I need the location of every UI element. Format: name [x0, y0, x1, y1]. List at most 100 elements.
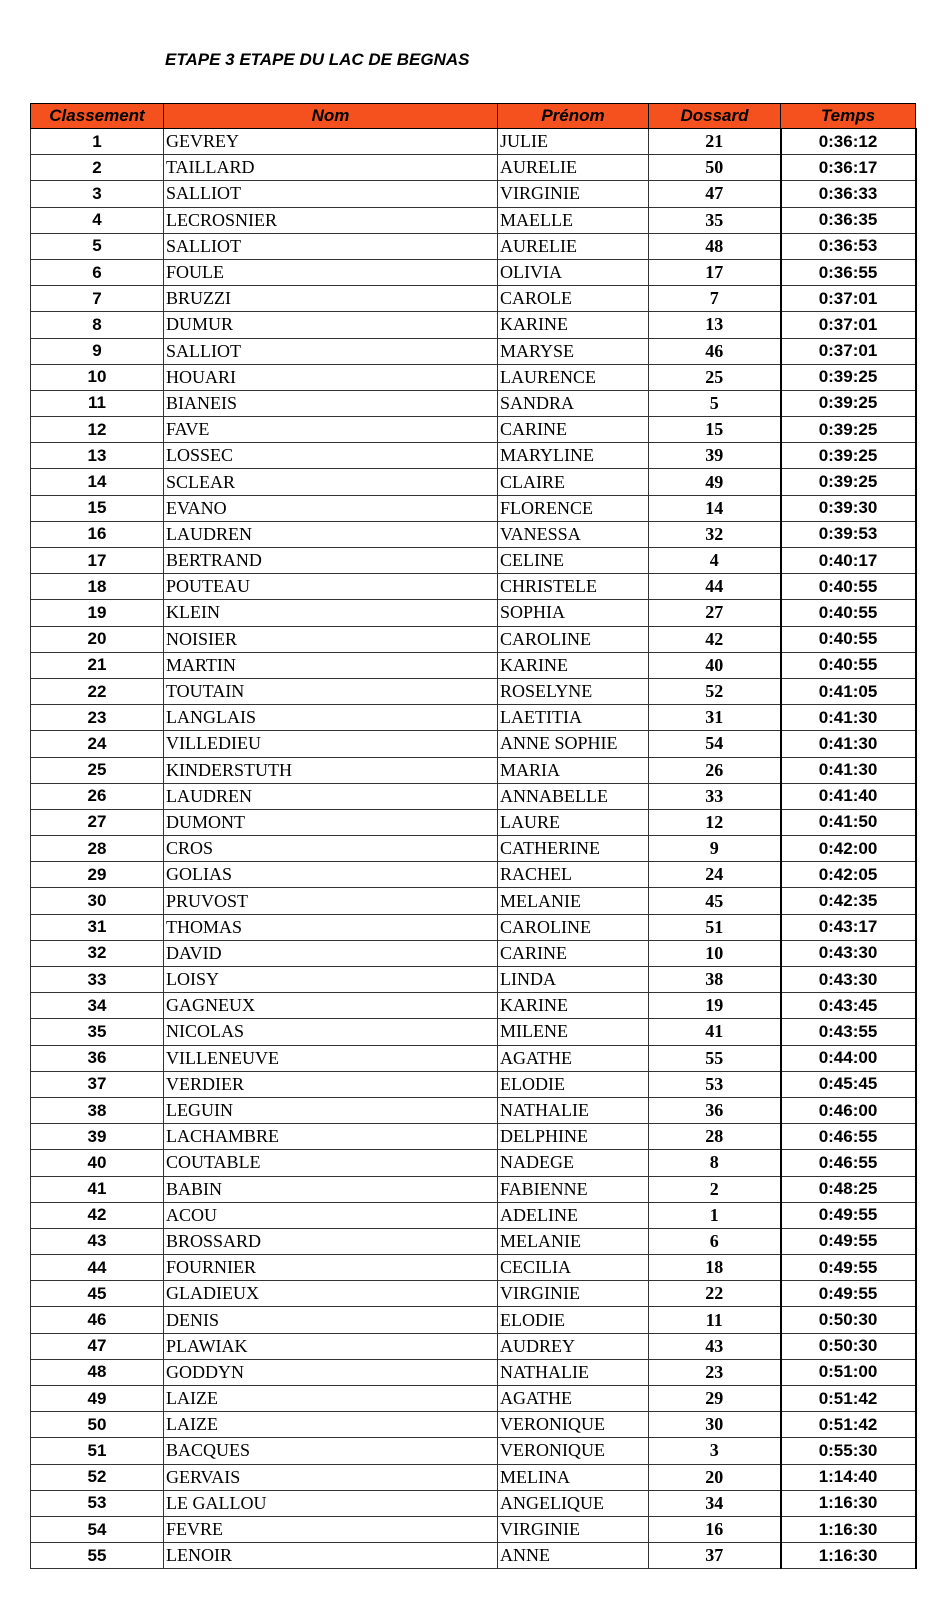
last-name-cell: SCLEAR [163, 468, 498, 496]
first-name-cell: CAROLINE [497, 913, 649, 941]
bib-cell: 5 [648, 389, 781, 418]
result-row: 36 VILLENEUVE AGATHE 55 0:44:00 [30, 1044, 917, 1072]
first-name-cell: LAETITIA [497, 704, 649, 732]
time-cell: 0:46:55 [779, 1123, 917, 1151]
last-name-cell: DAVID [163, 939, 498, 968]
last-name-cell: DUMUR [163, 311, 498, 339]
last-name-cell: DUMONT [163, 808, 498, 837]
time-cell: 0:43:30 [779, 939, 917, 968]
last-name-cell: POUTEAU [163, 573, 498, 601]
first-name-cell: LAURENCE [497, 363, 649, 391]
rank-cell: 39 [30, 1123, 164, 1151]
last-name-cell: GAGNEUX [163, 992, 498, 1020]
time-cell: 0:49:55 [779, 1201, 917, 1229]
time-cell: 0:39:25 [779, 363, 917, 391]
result-row: 26 LAUDREN ANNABELLE 33 0:41:40 [30, 782, 917, 810]
result-row: 22 TOUTAIN ROSELYNE 52 0:41:05 [30, 677, 917, 706]
result-row: 4 LECROSNIER MAELLE 35 0:36:35 [30, 206, 917, 234]
time-cell: 0:39:53 [779, 520, 917, 549]
bib-cell: 26 [648, 756, 781, 784]
rank-cell: 41 [30, 1175, 164, 1203]
first-name-cell: AURELIE [497, 154, 649, 182]
bib-cell: 2 [648, 1175, 781, 1203]
first-name-cell: KARINE [497, 651, 649, 679]
rank-cell: 13 [30, 442, 164, 470]
last-name-cell: SALLIOT [163, 337, 498, 365]
first-name-cell: MELINA [497, 1463, 649, 1491]
time-cell: 0:41:40 [779, 782, 917, 810]
bib-cell: 25 [648, 363, 781, 391]
first-name-cell: AGATHE [497, 1044, 649, 1072]
rank-cell: 1 [30, 127, 164, 156]
bib-cell: 3 [648, 1437, 781, 1465]
result-row: 48 GODDYN NATHALIE 23 0:51:00 [30, 1358, 917, 1387]
result-row: 2 TAILLARD AURELIE 50 0:36:17 [30, 154, 917, 182]
first-name-cell: FLORENCE [497, 494, 649, 522]
last-name-cell: GODDYN [163, 1358, 498, 1387]
time-cell: 0:41:30 [779, 756, 917, 784]
result-row: 33 LOISY LINDA 38 0:43:30 [30, 965, 917, 994]
first-name-cell: CELINE [497, 546, 649, 575]
column-header: Nom [163, 103, 498, 129]
bib-cell: 22 [648, 1280, 781, 1308]
last-name-cell: PRUVOST [163, 887, 498, 915]
bib-cell: 28 [648, 1123, 781, 1151]
bib-cell: 49 [648, 468, 781, 496]
result-row: 41 BABIN FABIENNE 2 0:48:25 [30, 1175, 917, 1203]
rank-cell: 55 [30, 1542, 164, 1570]
result-row: 7 BRUZZI CAROLE 7 0:37:01 [30, 285, 917, 313]
result-row: 6 FOULE OLIVIA 17 0:36:55 [30, 258, 917, 287]
result-row: 52 GERVAIS MELINA 20 1:14:40 [30, 1463, 917, 1491]
column-header: Prénom [497, 103, 649, 129]
result-row: 27 DUMONT LAURE 12 0:41:50 [30, 808, 917, 837]
rank-cell: 42 [30, 1201, 164, 1229]
time-cell: 0:40:55 [779, 573, 917, 601]
bib-cell: 37 [648, 1542, 781, 1570]
last-name-cell: NICOLAS [163, 1018, 498, 1046]
last-name-cell: DENIS [163, 1306, 498, 1334]
result-row: 47 PLAWIAK AUDREY 43 0:50:30 [30, 1332, 917, 1360]
bib-cell: 7 [648, 285, 781, 313]
time-cell: 1:14:40 [779, 1463, 917, 1491]
last-name-cell: EVANO [163, 494, 498, 522]
result-row: 3 SALLIOT VIRGINIE 47 0:36:33 [30, 180, 917, 208]
rank-cell: 35 [30, 1018, 164, 1046]
last-name-cell: PLAWIAK [163, 1332, 498, 1360]
time-cell: 0:39:30 [779, 494, 917, 522]
bib-cell: 29 [648, 1384, 781, 1413]
first-name-cell: LINDA [497, 965, 649, 994]
last-name-cell: HOUARI [163, 363, 498, 391]
bib-cell: 47 [648, 180, 781, 208]
first-name-cell: KARINE [497, 311, 649, 339]
first-name-cell: VERONIQUE [497, 1411, 649, 1439]
first-name-cell: ROSELYNE [497, 677, 649, 706]
time-cell: 0:42:05 [779, 861, 917, 889]
time-cell: 0:36:17 [779, 154, 917, 182]
result-row: 5 SALLIOT AURELIE 48 0:36:53 [30, 232, 917, 260]
time-cell: 0:46:55 [779, 1149, 917, 1177]
time-cell: 0:36:35 [779, 206, 917, 234]
result-row: 53 LE GALLOU ANGELIQUE 34 1:16:30 [30, 1489, 917, 1517]
last-name-cell: COUTABLE [163, 1149, 498, 1177]
time-cell: 0:41:30 [779, 704, 917, 732]
last-name-cell: GOLIAS [163, 861, 498, 889]
bib-cell: 53 [648, 1070, 781, 1098]
rank-cell: 49 [30, 1384, 164, 1413]
time-cell: 0:49:55 [779, 1227, 917, 1256]
rank-cell: 45 [30, 1280, 164, 1308]
rank-cell: 53 [30, 1489, 164, 1517]
bib-cell: 52 [648, 677, 781, 706]
result-row: 32 DAVID CARINE 10 0:43:30 [30, 939, 917, 968]
bib-cell: 15 [648, 416, 781, 444]
bib-cell: 24 [648, 861, 781, 889]
results-table: Classement Nom Prénom Dossard Temps 1 GEVREY J… [30, 103, 917, 1570]
bib-cell: 1 [648, 1201, 781, 1229]
first-name-cell: CLAIRE [497, 468, 649, 496]
column-header: Temps [780, 103, 916, 129]
bib-cell: 50 [648, 154, 781, 182]
bib-cell: 45 [648, 887, 781, 915]
time-cell: 0:41:30 [779, 730, 917, 758]
first-name-cell: OLIVIA [497, 258, 649, 287]
rank-cell: 14 [30, 468, 164, 496]
